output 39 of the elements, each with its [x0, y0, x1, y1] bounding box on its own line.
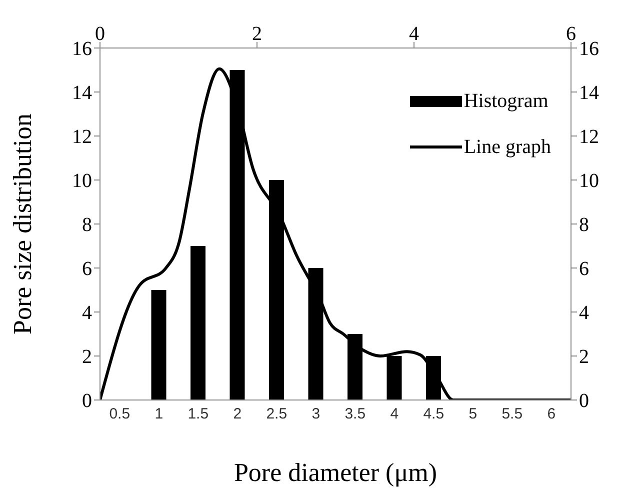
legend-label: Line graph [464, 136, 551, 158]
y2-tick-label: 10 [579, 170, 599, 192]
x-tick-label: 3.5 [344, 406, 366, 423]
y-tick-label: 16 [72, 38, 92, 60]
bar [151, 290, 166, 400]
y2-tick-label: 14 [579, 82, 599, 104]
x-tick-label: 2.5 [266, 406, 288, 423]
y2-tick-label: 8 [579, 214, 589, 236]
y-tick-label: 6 [82, 258, 92, 280]
y2-tick-label: 0 [579, 390, 589, 412]
x2-tick-label: 2 [252, 23, 262, 45]
y-tick-label: 2 [82, 346, 92, 368]
y2-tick-label: 6 [579, 258, 589, 280]
x-tick-label: 2 [233, 406, 242, 423]
x-tick-label: 5 [468, 406, 478, 423]
legend-label: Histogram [464, 90, 548, 112]
y-axis-title: Pore size distribution [8, 114, 38, 334]
y2-tick-label: 2 [579, 346, 589, 368]
x2-tick-label: 4 [409, 23, 419, 45]
x-tick-label: 1 [154, 406, 164, 423]
y-tick-label: 4 [82, 302, 92, 324]
y2-tick-label: 4 [579, 302, 589, 324]
x-tick-label: 1.5 [188, 406, 209, 423]
x2-tick-label: 6 [566, 23, 576, 45]
y2-tick-label: 16 [579, 38, 599, 60]
x-tick-label: 3 [312, 406, 320, 423]
x-tick-label: 4 [390, 406, 399, 423]
x-tick-label: 0.5 [109, 406, 130, 423]
x-tick-label: 4.5 [423, 406, 444, 423]
x-tick-label: 6 [547, 406, 556, 423]
y-tick-label: 8 [82, 214, 92, 236]
y-tick-label: 0 [82, 390, 92, 412]
y2-tick-label: 12 [579, 126, 599, 148]
x-axis-title: Pore diameter (μm) [234, 458, 438, 487]
bar [190, 246, 206, 400]
x-tick-label: 5.5 [502, 406, 523, 423]
y-tick-label: 10 [72, 170, 92, 192]
y-tick-label: 12 [72, 126, 92, 148]
y-tick-label: 14 [72, 82, 92, 104]
